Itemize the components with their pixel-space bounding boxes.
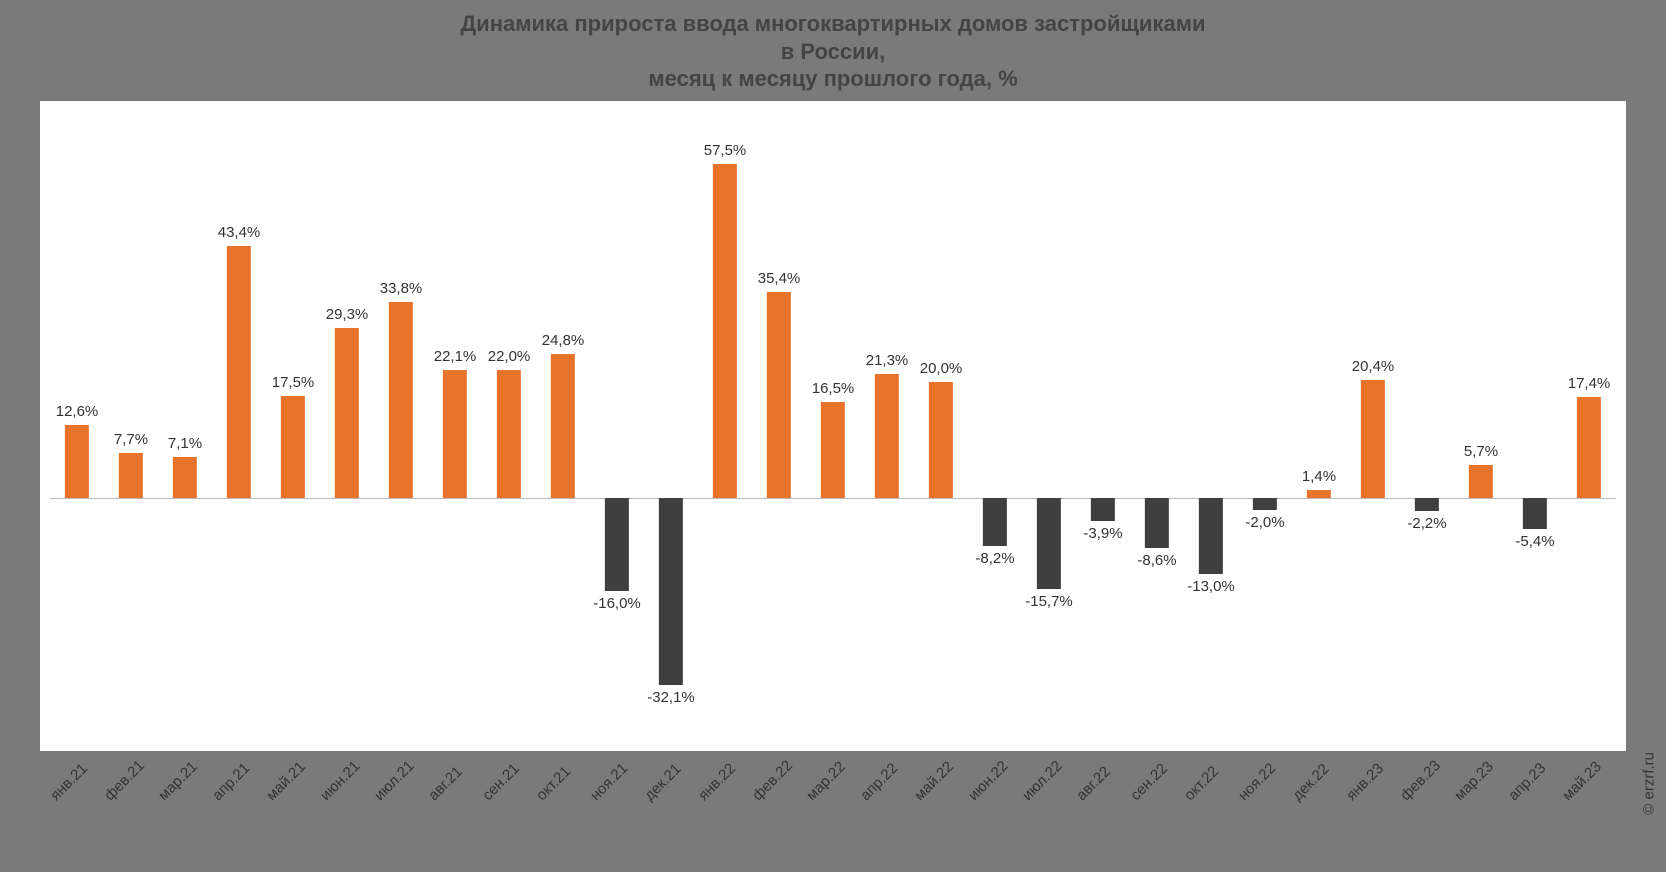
bar — [1577, 397, 1601, 498]
bar — [875, 374, 899, 498]
bar — [1145, 498, 1169, 548]
x-tick-label: май.21 — [263, 758, 309, 804]
bar — [1199, 498, 1223, 574]
x-tick-label: авг.21 — [425, 763, 466, 804]
x-tick-label: мар.22 — [803, 758, 849, 804]
bar-value-label: -15,7% — [1025, 593, 1073, 610]
x-tick-label: июл.22 — [1019, 757, 1066, 804]
bar-value-label: -16,0% — [593, 595, 641, 612]
x-axis-labels: янв.21фев.21мар.21апр.21май.21июн.21июл.… — [50, 757, 1616, 837]
x-tick-label: янв.22 — [695, 760, 739, 804]
bar-value-label: 43,4% — [218, 224, 261, 241]
x-tick-label: май.23 — [1559, 758, 1605, 804]
bar — [605, 498, 629, 591]
bar — [983, 498, 1007, 546]
x-tick-label: май.22 — [911, 758, 957, 804]
bar — [767, 292, 791, 498]
bar — [497, 370, 521, 498]
x-tick-label: июл.21 — [371, 757, 418, 804]
x-tick-label: окт.22 — [1181, 762, 1222, 803]
bar — [281, 396, 305, 498]
bar — [659, 498, 683, 684]
bar — [821, 402, 845, 498]
bar-value-label: 16,5% — [812, 380, 855, 397]
bar-value-label: -2,2% — [1407, 515, 1446, 532]
bar-value-label: 12,6% — [56, 403, 99, 420]
x-tick-label: янв.23 — [1343, 760, 1387, 804]
x-tick-label: июн.22 — [965, 757, 1012, 804]
source-credit: © erzrf.ru — [1641, 752, 1658, 815]
bar-value-label: 24,8% — [542, 332, 585, 349]
bar — [65, 425, 89, 498]
bar-value-label: 17,5% — [272, 374, 315, 391]
x-tick-label: июн.21 — [317, 757, 364, 804]
x-tick-label: окт.21 — [533, 762, 574, 803]
plot-area: 12,6% 7,7% 7,1% 43,4% 17,5% 29,3% 33,8% 22,1% 22… — [40, 101, 1626, 751]
x-tick-label: ноя.21 — [587, 759, 631, 803]
bar — [929, 382, 953, 498]
bar-value-label: 21,3% — [866, 352, 909, 369]
bar-value-label: -32,1% — [647, 689, 695, 706]
x-tick-label: апр.21 — [209, 759, 253, 803]
bar — [389, 302, 413, 498]
x-tick-label: янв.21 — [47, 760, 91, 804]
bar — [335, 328, 359, 498]
x-tick-label: мар.21 — [155, 758, 201, 804]
bar-value-label: 17,4% — [1568, 375, 1611, 392]
bar-value-label: -8,2% — [975, 550, 1014, 567]
x-tick-label: дек.22 — [1289, 760, 1332, 803]
title-line-1: Динамика прироста ввода многоквартирных … — [40, 10, 1626, 38]
bar — [173, 457, 197, 498]
x-tick-label: апр.22 — [857, 759, 901, 803]
x-tick-label: фев.23 — [1397, 756, 1444, 803]
x-tick-label: фев.21 — [101, 756, 148, 803]
x-tick-label: сен.22 — [1127, 760, 1171, 804]
bar — [119, 453, 143, 498]
x-tick-label: мар.23 — [1451, 758, 1497, 804]
x-tick-label: авг.22 — [1073, 763, 1114, 804]
bar — [713, 164, 737, 498]
bar-value-label: -3,9% — [1083, 525, 1122, 542]
bar — [1361, 380, 1385, 499]
chart-title: Динамика прироста ввода многоквартирных … — [0, 0, 1666, 101]
bar-value-label: 5,7% — [1464, 443, 1498, 460]
bar — [1469, 465, 1493, 498]
title-line-3: месяц к месяцу прошлого года, % — [40, 65, 1626, 93]
bar-value-label: 1,4% — [1302, 468, 1336, 485]
bar — [1307, 490, 1331, 498]
bar-value-label: 22,0% — [488, 348, 531, 365]
bar — [443, 370, 467, 498]
bar — [227, 246, 251, 498]
x-tick-label: фев.22 — [749, 756, 796, 803]
bar-value-label: 57,5% — [704, 142, 747, 159]
bar — [1253, 498, 1277, 510]
x-tick-label: сен.21 — [479, 760, 523, 804]
bar-value-label: -2,0% — [1245, 514, 1284, 531]
bar-value-label: 33,8% — [380, 280, 423, 297]
bar — [1415, 498, 1439, 511]
bar-value-label: -13,0% — [1187, 578, 1235, 595]
x-tick-label: апр.23 — [1505, 759, 1549, 803]
bar-value-label: 29,3% — [326, 306, 369, 323]
bar-value-label: 7,1% — [168, 435, 202, 452]
title-line-2: в России, — [40, 38, 1626, 66]
bar-value-label: 35,4% — [758, 270, 801, 287]
bar-value-label: 22,1% — [434, 348, 477, 365]
x-tick-label: дек.21 — [641, 760, 684, 803]
bar-series: 12,6% 7,7% 7,1% 43,4% 17,5% 29,3% 33,8% 22,1% 22… — [50, 121, 1616, 731]
bar — [1523, 498, 1547, 529]
bar-value-label: 20,0% — [920, 360, 963, 377]
bar — [551, 354, 575, 498]
bar — [1091, 498, 1115, 521]
bar-value-label: -8,6% — [1137, 552, 1176, 569]
x-tick-label: ноя.22 — [1235, 759, 1279, 803]
bar-value-label: -5,4% — [1515, 533, 1554, 550]
bar-value-label: 20,4% — [1352, 358, 1395, 375]
bar — [1037, 498, 1061, 589]
bar-value-label: 7,7% — [114, 431, 148, 448]
